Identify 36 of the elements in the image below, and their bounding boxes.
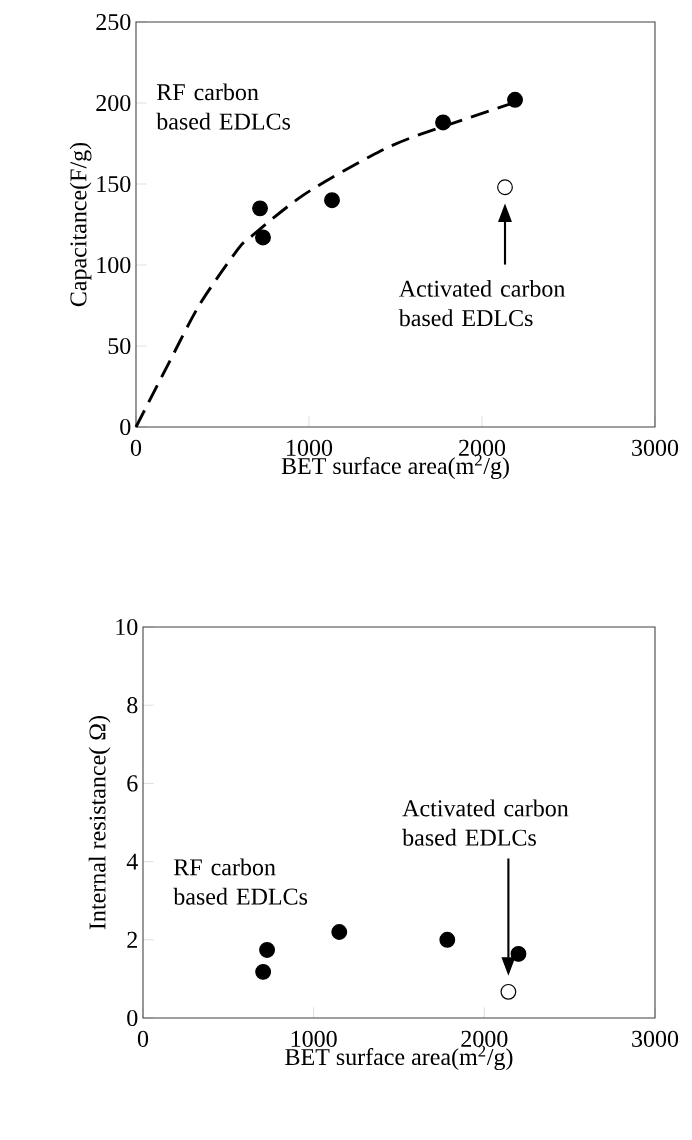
point <box>259 942 275 958</box>
y-tick-label: 0 <box>127 1009 138 1027</box>
point <box>324 192 340 209</box>
annotation: RF carbon based EDLCs <box>156 83 291 130</box>
x-tick-label: 3000 <box>632 439 679 456</box>
point <box>439 931 456 948</box>
point <box>255 963 272 980</box>
x-tick-label: 2000 <box>461 1030 508 1047</box>
annotation: RF carbon based EDLCs <box>173 858 308 905</box>
x-tick-label: 1000 <box>291 1030 337 1047</box>
y-tick-label: 250 <box>96 13 131 31</box>
x-tick-label: 2000 <box>459 439 506 456</box>
annotation: Activated carbon based EDLCs <box>398 279 566 327</box>
point <box>252 200 268 217</box>
y-tick-label: 100 <box>97 256 131 274</box>
y-tick-label: 4 <box>126 853 138 870</box>
y-axis-title: Capacitance(F/g) <box>69 142 92 307</box>
point <box>435 114 451 131</box>
point <box>331 924 348 940</box>
point <box>500 983 517 1000</box>
y-tick-label: 200 <box>96 94 131 112</box>
point <box>510 945 527 962</box>
point <box>507 91 523 108</box>
y-tick-label: 10 <box>116 618 138 636</box>
y-axis-title: Internal resistance( Ω) <box>88 716 111 930</box>
y-tick-label: 0 <box>120 418 131 436</box>
x-tick-label: 1000 <box>287 439 333 456</box>
point <box>497 179 513 196</box>
point <box>255 229 271 246</box>
y-tick-label: 150 <box>97 175 131 193</box>
y-tick-label: 50 <box>108 337 131 355</box>
y-tick-label: 6 <box>127 775 138 792</box>
x-tick-label: 3000 <box>632 1030 679 1047</box>
y-tick-label: 8 <box>127 697 138 714</box>
y-tick-label: 2 <box>127 931 137 948</box>
annotation: Activated carbon based EDLCs <box>402 799 569 846</box>
